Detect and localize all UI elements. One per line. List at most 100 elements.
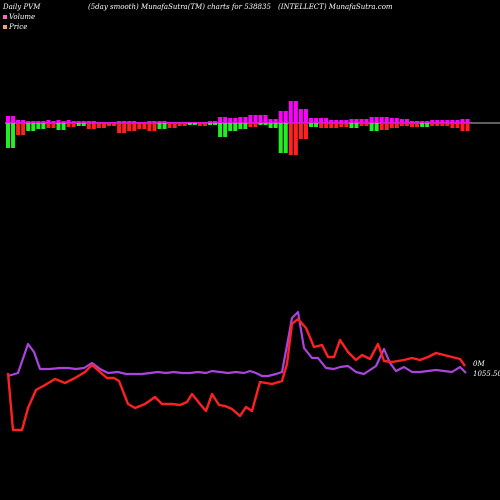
volume-bar-down <box>450 123 455 128</box>
volume-bar-up <box>127 121 132 123</box>
volume-bar-up <box>157 121 162 123</box>
volume-bar-down <box>26 123 31 131</box>
volume-bar-down <box>293 123 298 155</box>
volume-bar-up <box>56 120 61 123</box>
volume-bar-down <box>41 123 46 129</box>
volume-bar-down <box>96 123 101 128</box>
volume-bar-down <box>152 123 157 131</box>
volume-bar-up <box>394 118 399 123</box>
volume-bar-up <box>465 119 470 123</box>
volume-bar-up <box>36 121 41 123</box>
volume-bar-down <box>324 123 329 128</box>
volume-bar-up <box>208 121 212 123</box>
legend-price: Price <box>3 23 27 31</box>
volume-bar-down <box>137 123 142 129</box>
volume-bar-up <box>142 122 147 123</box>
volume-bar-down <box>273 123 278 128</box>
volume-bar-up <box>263 115 268 123</box>
legend-volume-label: Volume <box>9 13 36 21</box>
volume-bar-up <box>192 122 197 123</box>
legend-price-label: Price <box>9 23 28 31</box>
volume-bar-down <box>101 123 106 128</box>
legend-price-swatch <box>3 25 7 29</box>
volume-bar-down <box>127 123 132 131</box>
volume-bar-up <box>430 120 435 123</box>
header-right: (INTELLECT) MunafaSutra.com <box>278 3 393 11</box>
volume-bar-down <box>81 123 86 126</box>
volume-bar-up <box>404 119 409 123</box>
volume-bar-up <box>309 118 313 123</box>
volume-bar-down <box>86 123 91 129</box>
volume-bar-up <box>26 121 31 123</box>
volume-bar-down <box>202 123 207 126</box>
volume-bar-up <box>455 120 460 123</box>
volume-bar-down <box>394 123 399 128</box>
volume-bar-up <box>369 117 374 123</box>
volume-bar-down <box>177 123 182 126</box>
volume-bar-up <box>16 120 21 123</box>
volume-bar-up <box>167 122 172 123</box>
volume-bar-up <box>6 116 10 123</box>
volume-bar-up <box>364 119 369 123</box>
volume-bar-down <box>132 123 137 131</box>
header-mid: (5day smooth) MunafaSutra(TM) charts for… <box>88 3 271 11</box>
volume-bar-down <box>187 123 192 125</box>
volume-bar-down <box>56 123 61 130</box>
volume-bar-down <box>248 123 253 127</box>
volume-bar-down <box>374 123 379 131</box>
volume-bar-up <box>440 120 445 123</box>
volume-bar-up <box>137 122 142 123</box>
volume-bar-up <box>187 122 192 123</box>
volume-bar-up <box>117 121 122 123</box>
volume-bar-up <box>81 121 86 123</box>
volume-bar-down <box>268 123 273 128</box>
volume-bar-up <box>278 111 283 123</box>
volume-bar-down <box>430 123 435 126</box>
volume-bar-up <box>51 121 56 123</box>
volume-bar-down <box>389 123 394 128</box>
volume-bar-down <box>319 123 324 128</box>
volume-bar-down <box>288 123 293 155</box>
volume-bar-up <box>11 116 16 123</box>
volume-bar-up <box>349 119 354 123</box>
volume-bar-down <box>303 123 308 139</box>
volume-bar-down <box>329 123 334 128</box>
volume-bar-down <box>76 123 81 126</box>
volume-bar-up <box>46 120 51 123</box>
volume-bar-down <box>147 123 152 131</box>
volume-bar-down <box>16 123 21 135</box>
volume-bar-up <box>410 121 414 123</box>
volume-bar-up <box>177 122 182 123</box>
volume-bar-down <box>399 123 404 126</box>
volume-bar-down <box>354 123 359 128</box>
volume-bar-down <box>278 123 283 153</box>
volume-bar-down <box>71 123 76 127</box>
volume-bar-up <box>268 119 273 123</box>
volume-bar-down <box>6 123 10 148</box>
volume-bar-up <box>182 122 187 123</box>
volume-bar-up <box>132 121 137 123</box>
volume-bar-up <box>329 120 334 123</box>
volume-bar-down <box>61 123 66 130</box>
volume-bar-down <box>51 123 56 128</box>
volume-bar-up <box>213 121 218 123</box>
volume-bar-down <box>122 123 127 133</box>
volume-bar-up <box>147 121 152 123</box>
volume-bar-down <box>455 123 460 128</box>
volume-bar-down <box>228 123 233 131</box>
volume-bar-down <box>162 123 167 129</box>
volume-bar-up <box>258 115 263 123</box>
volume-bar-up <box>86 121 91 123</box>
volume-bar-up <box>61 121 66 123</box>
volume-bar-up <box>435 120 440 123</box>
header-left: Daily PVM <box>3 3 41 11</box>
volume-bar-up <box>273 119 278 123</box>
volume-bar-up <box>152 121 157 123</box>
volume-bar-up <box>162 121 167 123</box>
volume-bar-up <box>31 121 36 123</box>
volume-bar-down <box>91 123 96 129</box>
volume-bar-up <box>112 122 117 123</box>
volume-bar-up <box>303 109 308 123</box>
